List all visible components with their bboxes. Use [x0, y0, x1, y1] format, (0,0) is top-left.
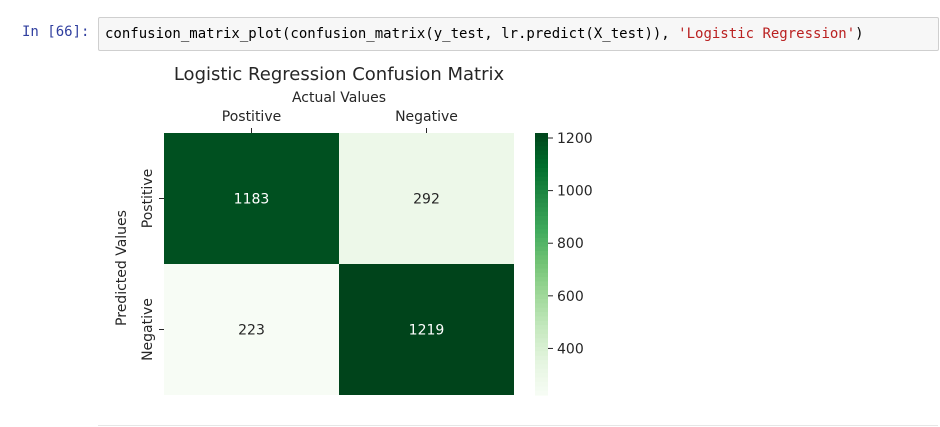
cell-value-label: 292 — [413, 192, 440, 208]
colorbar-segment — [535, 198, 548, 204]
colorbar-segment — [535, 259, 548, 265]
colorbar-segment — [535, 163, 548, 169]
colorbar-segment — [535, 320, 548, 326]
colorbar-segment — [535, 172, 548, 178]
colorbar-segment — [535, 338, 548, 344]
x-axis-label: Actual Values — [292, 90, 386, 106]
code-closing-paren: ) — [855, 26, 864, 42]
cell-value-label: 1183 — [234, 192, 270, 208]
heatmap-cell-r0-c1 — [339, 133, 514, 264]
colorbar-segment — [535, 294, 548, 300]
colorbar-segment — [535, 159, 548, 165]
colorbar-segment — [535, 290, 548, 296]
colorbar-segment — [535, 277, 548, 283]
cell-prompt: In [66]: — [22, 24, 90, 40]
colorbar-segment — [535, 298, 548, 304]
colorbar-segment — [535, 342, 548, 348]
colorbar-segment — [535, 220, 548, 226]
colorbar-segment — [535, 390, 548, 396]
x-tick-label: Negative — [395, 109, 458, 125]
y-axis-label: Predicted Values — [114, 210, 130, 326]
colorbar-segment — [535, 381, 548, 387]
heatmap-cell-r1-c1 — [339, 264, 514, 395]
colorbar-segment — [535, 176, 548, 182]
colorbar-segment — [535, 364, 548, 370]
colorbar-segment — [535, 167, 548, 173]
colorbar-segment — [535, 268, 548, 274]
colorbar-segment — [535, 281, 548, 287]
colorbar-tick-label: 600 — [557, 289, 584, 305]
colorbar-segment — [535, 377, 548, 383]
chart-title: Logistic Regression Confusion Matrix — [174, 64, 505, 85]
colorbar-segment — [535, 255, 548, 261]
colorbar-segment — [535, 303, 548, 309]
colorbar-segment — [535, 211, 548, 217]
cell-value-label: 223 — [238, 323, 265, 339]
colorbar-segment — [535, 207, 548, 213]
colorbar-segment — [535, 346, 548, 352]
code-text: confusion_matrix_plot(confusion_matrix(y… — [105, 26, 679, 42]
colorbar-segment — [535, 229, 548, 235]
colorbar-segment — [535, 189, 548, 195]
colorbar-segment — [535, 386, 548, 392]
colorbar-tick-label: 1200 — [557, 131, 593, 147]
y-tick-label: Postitive — [140, 169, 156, 228]
colorbar-segment — [535, 355, 548, 361]
colorbar-segment — [535, 351, 548, 357]
colorbar-segment — [535, 237, 548, 243]
confusion-matrix-chart: Logistic Regression Confusion Matrix Act… — [114, 64, 593, 396]
colorbar-segment — [535, 312, 548, 317]
x-tick-label: Postitive — [222, 109, 281, 125]
colorbar-segment — [535, 154, 548, 160]
colorbar-segment — [535, 329, 548, 335]
colorbar-segment — [535, 215, 548, 221]
code-input[interactable]: confusion_matrix_plot(confusion_matrix(y… — [98, 17, 939, 51]
cell-divider — [98, 425, 938, 426]
colorbar-segment — [535, 141, 548, 147]
colorbar-segment — [535, 133, 548, 138]
colorbar-tick-label: 400 — [557, 341, 584, 357]
colorbar-segment — [535, 264, 548, 269]
cell-value-label: 1219 — [409, 323, 445, 339]
colorbar-segment — [535, 202, 548, 208]
colorbar-segment — [535, 242, 548, 248]
colorbar-segment — [535, 246, 548, 252]
colorbar-segment — [535, 373, 548, 379]
colorbar-segment — [535, 137, 548, 143]
colorbar-segment — [535, 368, 548, 374]
colorbar-tick-label: 800 — [557, 236, 584, 252]
colorbar-segment — [535, 333, 548, 339]
colorbar-segment — [535, 181, 548, 186]
heatmap-cell-r0-c0 — [164, 133, 339, 264]
colorbar-segment — [535, 233, 548, 239]
heatmap-cell-r1-c0 — [164, 264, 339, 395]
colorbar-segment — [535, 224, 548, 230]
colorbar-segment — [535, 316, 548, 322]
colorbar-segment — [535, 272, 548, 278]
y-tick-label: Negative — [140, 298, 156, 361]
colorbar-segment — [535, 325, 548, 331]
code-string-literal: 'Logistic Regression' — [678, 26, 856, 42]
colorbar-segment — [535, 250, 548, 256]
colorbar-segment — [535, 360, 548, 366]
colorbar-segment — [535, 185, 548, 191]
cell-output: Logistic Regression Confusion Matrix Act… — [98, 56, 938, 416]
colorbar-segment — [535, 307, 548, 313]
colorbar-tick-label: 1000 — [557, 184, 593, 200]
colorbar-segment — [535, 150, 548, 156]
colorbar-segment — [535, 285, 548, 291]
colorbar-segment — [535, 146, 548, 152]
colorbar-segment — [535, 194, 548, 200]
